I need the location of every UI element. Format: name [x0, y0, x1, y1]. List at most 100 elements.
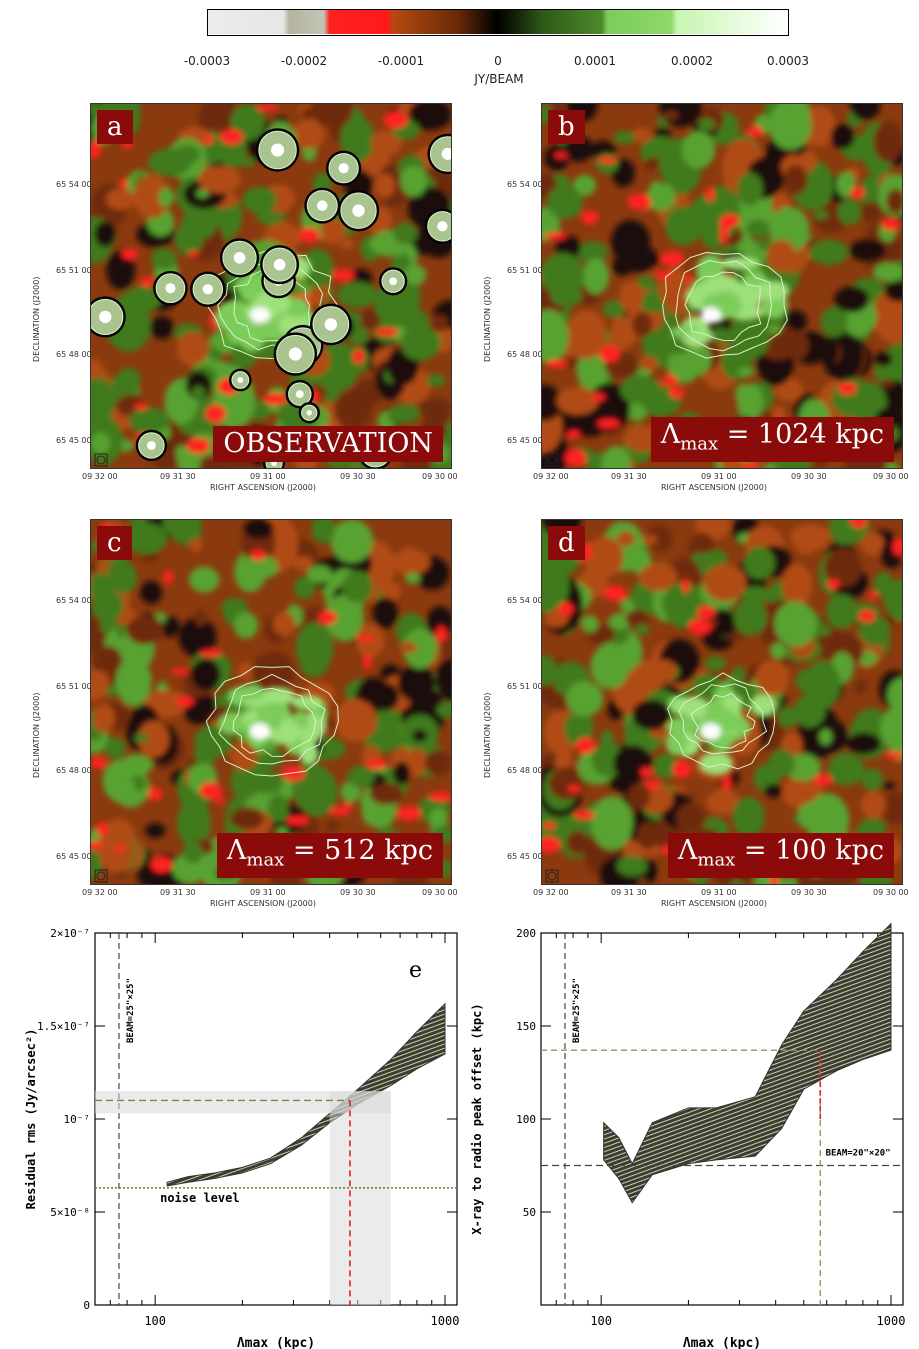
noise-blob	[544, 144, 570, 172]
noise-blob	[661, 590, 702, 616]
negative-blob	[219, 129, 244, 145]
noise-blob	[374, 173, 396, 199]
negative-blob	[113, 845, 125, 853]
y-tick: 65 54 00	[507, 596, 543, 605]
noise-blob	[648, 659, 677, 682]
noise-blob	[681, 131, 716, 169]
noise-blob	[273, 612, 296, 636]
noise-blob	[408, 104, 451, 131]
negative-blob	[688, 618, 712, 635]
panel-caption-b: Λmax = 1024 kpc	[650, 416, 894, 462]
noise-blob	[564, 710, 594, 746]
noise-blob	[542, 309, 569, 363]
noise-blob	[704, 656, 727, 671]
noise-blob	[182, 841, 203, 864]
negative-blob	[352, 349, 365, 364]
negative-blob	[199, 782, 222, 799]
source-core	[317, 200, 328, 211]
beam-label: BEAM=25"×25"	[572, 978, 582, 1043]
noise-blob	[399, 641, 418, 654]
contour-line	[232, 687, 317, 757]
y-tick-label: 50	[523, 1206, 536, 1219]
source-core	[338, 163, 349, 174]
lambda-symbol: Λ	[677, 834, 698, 866]
noise-blob	[880, 378, 894, 388]
noise-blob	[310, 104, 355, 130]
noise-blob	[104, 737, 126, 759]
beam20-label: BEAM=20"×20"	[826, 1149, 891, 1159]
noise-blob	[861, 791, 887, 819]
negative-blob	[435, 626, 447, 642]
noise-field	[542, 104, 902, 468]
negative-blob	[882, 218, 900, 231]
contour-line	[678, 683, 768, 755]
halo-blob	[291, 695, 324, 710]
negative-blob	[660, 251, 685, 267]
noise-blob	[625, 609, 650, 629]
negative-blob	[542, 836, 561, 854]
source-core	[352, 204, 365, 217]
negative-blob	[681, 579, 690, 593]
caption-value: = 1024 kpc	[718, 418, 884, 450]
noise-blob	[639, 563, 678, 592]
noise-blob	[178, 617, 217, 658]
negative-blob	[148, 787, 163, 801]
negative-blob	[554, 152, 569, 159]
noise-blob	[698, 118, 715, 132]
noise-blob	[601, 445, 632, 468]
y-tick-label: 200	[516, 927, 536, 940]
x-axis-label: RIGHT ASCENSION (J2000)	[210, 899, 316, 908]
contour-line	[218, 673, 326, 765]
y-tick: 65 51 00	[507, 266, 543, 275]
negative-blob	[428, 791, 451, 802]
negative-blob	[868, 591, 878, 600]
noise-blob	[774, 601, 817, 647]
source-core	[233, 251, 246, 264]
panel-caption-text: OBSERVATION	[223, 428, 433, 459]
noise-blob	[176, 331, 209, 366]
x-tick: 09 31 00	[701, 472, 737, 481]
point-source	[429, 136, 451, 172]
noise-blob	[251, 651, 295, 693]
noise-blob	[375, 704, 402, 740]
noise-blob	[542, 555, 570, 615]
noise-blob	[732, 666, 746, 683]
noise-blob	[346, 766, 375, 788]
y-tick: 65 54 00	[56, 596, 92, 605]
source-core	[237, 377, 244, 383]
noise-blob	[783, 165, 808, 195]
noise-blob	[786, 330, 809, 361]
source-core	[99, 310, 112, 324]
noise-blob	[391, 549, 431, 575]
colorbar-tick: 0.0001	[574, 54, 616, 68]
noise-blob	[662, 110, 679, 121]
noise-blob	[189, 537, 203, 552]
noise-blob	[566, 681, 604, 717]
halo-peak	[701, 307, 721, 324]
beam-marker	[545, 453, 559, 467]
colorbar-tick: -0.0002	[280, 54, 328, 68]
noise-blob	[617, 531, 635, 547]
negative-blob	[580, 210, 599, 225]
noise-blob	[196, 189, 209, 198]
noise-blob	[810, 239, 849, 265]
caption-value: = 100 kpc	[735, 834, 884, 866]
x-tick: 09 31 30	[611, 472, 647, 481]
noise-blob	[849, 239, 886, 262]
noise-blob	[113, 562, 137, 594]
x-tick-label: 1000	[431, 1314, 460, 1328]
noise-blob	[777, 706, 798, 728]
noise-blob	[830, 123, 855, 150]
y-tick: 65 45 00	[56, 852, 92, 861]
halo-blob	[698, 752, 733, 775]
noise-blob	[230, 762, 261, 799]
negative-blob	[250, 549, 266, 561]
x-tick: 09 30 30	[791, 888, 827, 897]
lambda-symbol: Λ	[226, 834, 247, 866]
caption-value: = 512 kpc	[284, 834, 433, 866]
panel-caption-c: Λmax = 512 kpc	[216, 832, 443, 878]
halo-blob	[750, 693, 777, 716]
noise-blob	[667, 348, 701, 384]
negative-blob	[365, 759, 388, 770]
contour-line	[667, 672, 776, 770]
